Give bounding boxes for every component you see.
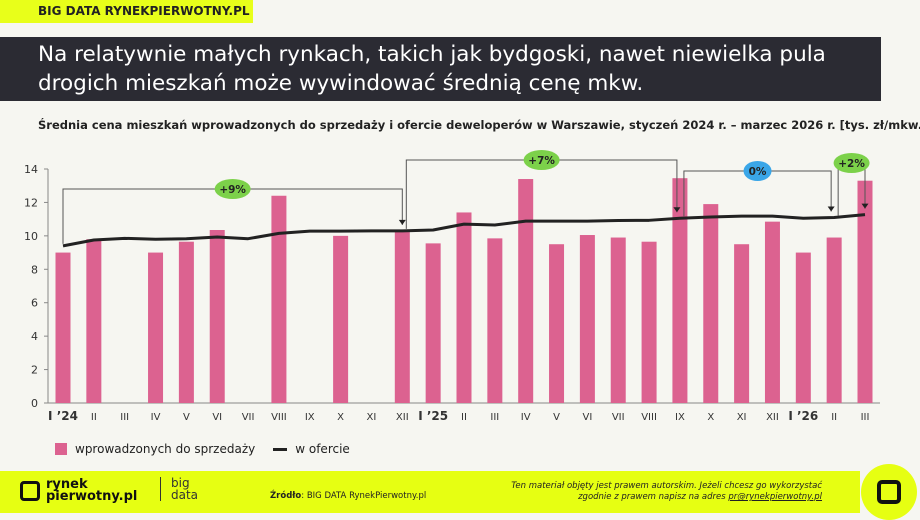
x-tick-label: III — [490, 412, 499, 423]
x-tick-label: XII — [396, 412, 409, 423]
y-tick-label: 4 — [31, 330, 38, 343]
x-tick-label: VI — [212, 412, 222, 423]
bar-4 — [179, 242, 194, 403]
bar-16 — [549, 244, 564, 403]
x-tick-label: XII — [766, 412, 779, 423]
source-label: Źródło — [270, 491, 301, 501]
x-tick-label: VIII — [271, 412, 287, 423]
bar-12 — [426, 243, 441, 403]
x-tick-label: VII — [242, 412, 255, 423]
x-tick-label: I ’25 — [418, 409, 448, 423]
logo-square-icon — [877, 480, 901, 504]
y-tick-label: 6 — [31, 297, 38, 310]
bar-3 — [148, 253, 163, 403]
bar-13 — [457, 212, 472, 403]
legend-line-label: w ofercie — [295, 442, 350, 456]
badge-label: 0% — [749, 166, 767, 178]
y-tick-label: 10 — [24, 230, 38, 243]
x-tick-label: II — [91, 412, 97, 423]
bar-19 — [642, 242, 657, 403]
bar-7 — [271, 196, 286, 403]
bar-22 — [734, 244, 749, 403]
x-tick-label: III — [120, 412, 129, 423]
corner-logo — [861, 464, 917, 520]
bar-25 — [827, 238, 842, 403]
bar-1 — [86, 239, 101, 403]
x-tick-label: I ’26 — [788, 409, 818, 423]
legend-line-swatch — [273, 448, 287, 451]
legend: wprowadzonych do sprzedaży w ofercie — [55, 442, 350, 456]
bar-20 — [672, 178, 687, 403]
arrow-icon — [399, 220, 406, 225]
x-tick-label: XI — [367, 412, 377, 423]
badge-label: +2% — [838, 158, 865, 170]
copyright-line2: zgodnie z prawem napisz na adres — [578, 492, 728, 502]
x-tick-label: III — [861, 412, 870, 423]
source-text: : BIG DATA RynekPierwotny.pl — [301, 491, 426, 501]
x-tick-label: VIII — [641, 412, 657, 423]
bar-0 — [56, 253, 71, 403]
y-tick-label: 2 — [31, 364, 38, 377]
x-tick-label: VII — [612, 412, 625, 423]
x-tick-label: V — [553, 412, 560, 423]
bar-21 — [703, 204, 718, 403]
copyright-note: Ten materiał objęty jest prawem autorski… — [511, 481, 822, 503]
y-tick-label: 12 — [24, 196, 38, 209]
bar-17 — [580, 235, 595, 403]
legend-bar-label: wprowadzonych do sprzedaży — [75, 442, 255, 456]
badge-label: +7% — [528, 155, 555, 167]
bar-14 — [487, 238, 502, 403]
bar-15 — [518, 179, 533, 403]
x-tick-label: IV — [521, 412, 531, 423]
y-tick-label: 14 — [24, 163, 38, 176]
x-tick-label: V — [183, 412, 190, 423]
email-link[interactable]: pr@rynekpierwotny.pl — [728, 492, 822, 502]
logo-square-icon — [20, 481, 40, 501]
bracket-1 — [406, 160, 677, 229]
data-text: data — [171, 489, 198, 501]
bar-5 — [210, 230, 225, 403]
x-tick-label: IX — [675, 412, 685, 423]
bar-18 — [611, 238, 626, 403]
bar-24 — [796, 253, 811, 403]
bar-23 — [765, 222, 780, 403]
bar-9 — [333, 236, 348, 403]
x-tick-label: XI — [737, 412, 747, 423]
x-tick-label: II — [461, 412, 467, 423]
y-tick-label: 0 — [31, 397, 38, 410]
x-tick-label: X — [707, 412, 714, 423]
y-tick-label: 8 — [31, 263, 38, 276]
x-tick-label: IX — [305, 412, 315, 423]
x-tick-label: X — [337, 412, 344, 423]
x-tick-label: I ’24 — [48, 409, 78, 423]
badge-label: +9% — [219, 184, 246, 196]
arrow-icon — [828, 206, 835, 211]
x-tick-label: IV — [151, 412, 161, 423]
logo-line2: pierwotny.pl — [46, 491, 137, 503]
legend-bar-swatch — [55, 443, 67, 455]
bar-11 — [395, 230, 410, 403]
x-tick-label: II — [831, 412, 837, 423]
copyright-line1: Ten materiał objęty jest prawem autorski… — [511, 481, 822, 492]
source-note: Źródło: BIG DATA RynekPierwotny.pl — [270, 491, 426, 501]
x-tick-label: VI — [582, 412, 592, 423]
